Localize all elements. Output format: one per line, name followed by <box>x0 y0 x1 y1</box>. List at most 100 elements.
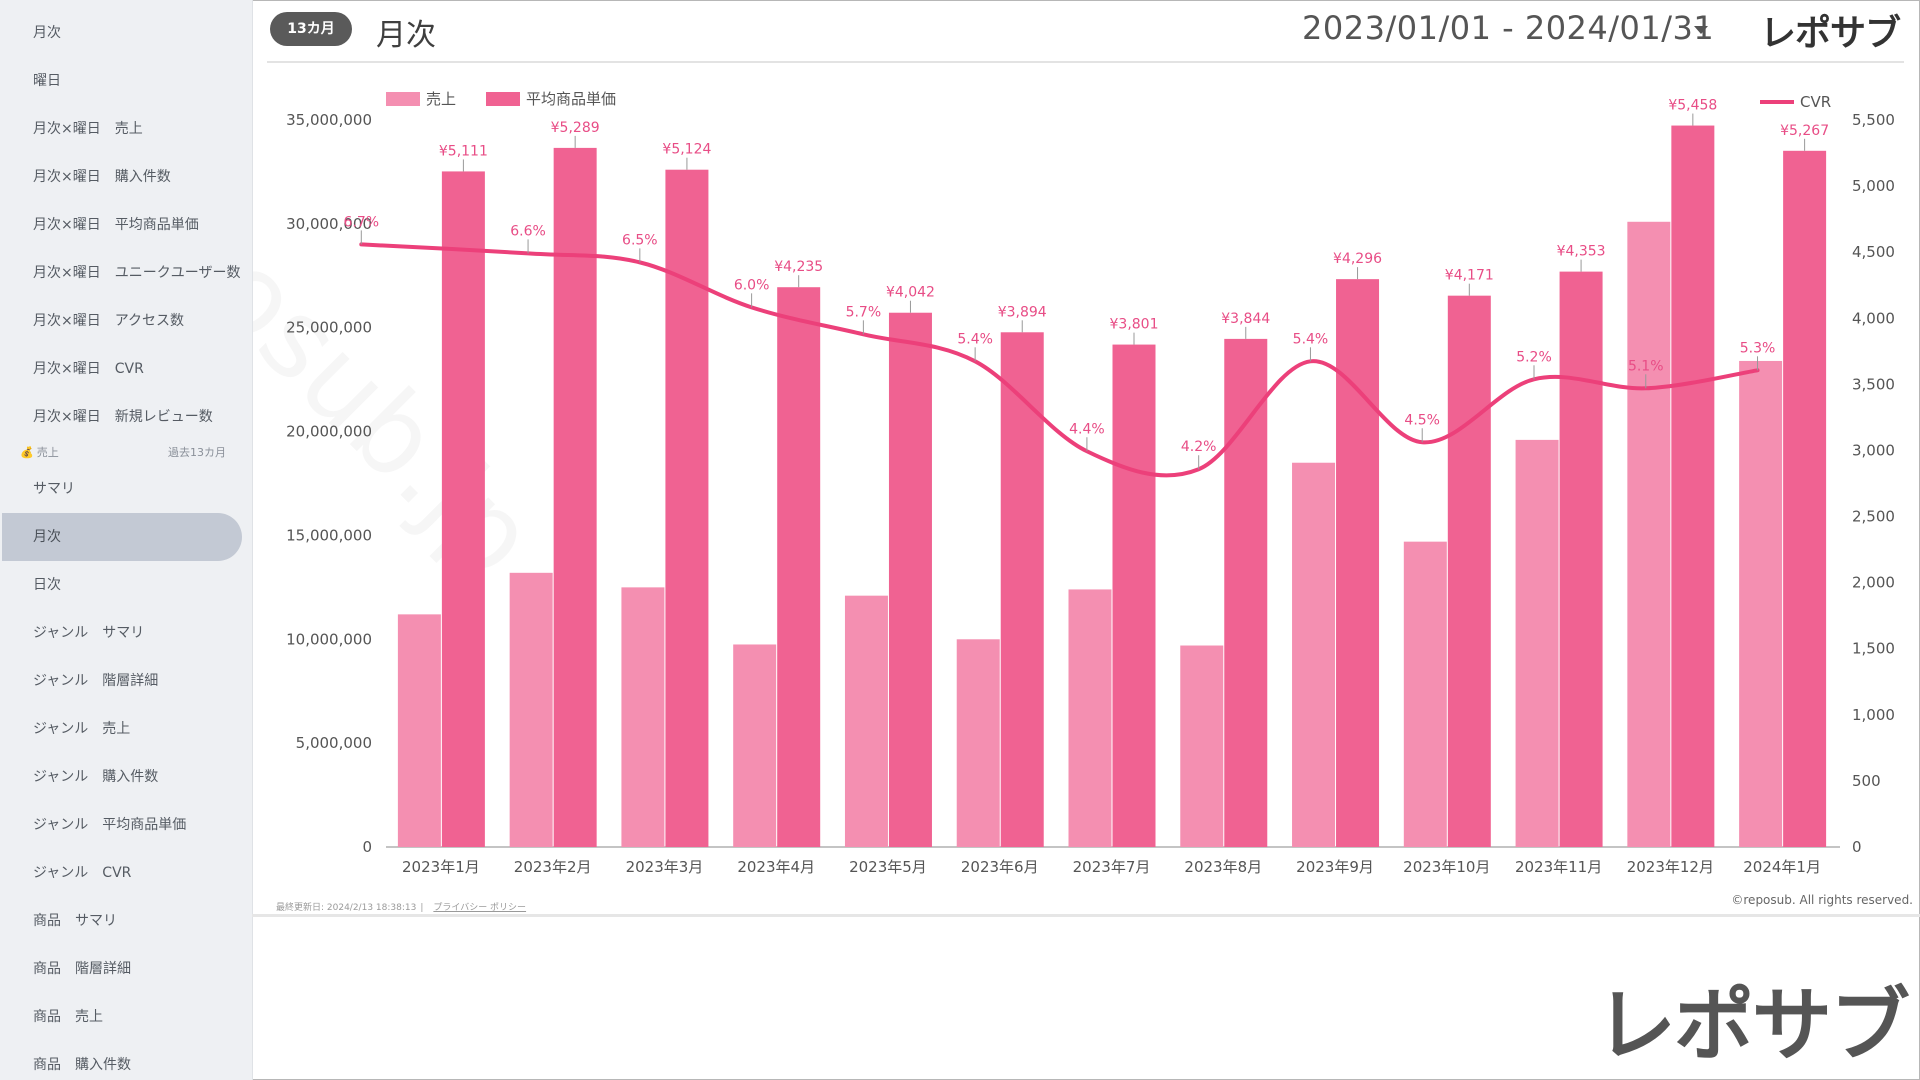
sidebar-item-product-orders[interactable]: 商品 購入件数 <box>33 1057 131 1073</box>
avg-price-bar <box>1224 338 1268 847</box>
last-updated: 最終更新日: 2024/2/13 18:38:13 <box>276 903 417 913</box>
sidebar-item-genre-detail[interactable]: ジャンル 階層詳細 <box>33 673 159 689</box>
sales-bar <box>956 639 1000 847</box>
avg-price-bar <box>1671 125 1715 847</box>
sidebar: 月次 曜日 月次×曜日 売上 月次×曜日 購入件数 月次×曜日 平均商品単価 月… <box>0 0 253 1080</box>
sidebar-item-product-sales[interactable]: 商品 売上 <box>33 1009 103 1025</box>
y-right-tick-label: 2,000 <box>1852 574 1895 592</box>
sidebar-item-product-detail[interactable]: 商品 階層詳細 <box>33 961 131 977</box>
y-left-tick-label: 25,000,000 <box>286 319 372 337</box>
section-label: 売上 <box>36 446 59 459</box>
sidebar-item-monthly-weekday-access[interactable]: 月次×曜日 アクセス数 <box>33 313 185 329</box>
y-right-tick-label: 5,000 <box>1852 177 1895 195</box>
sidebar-item-monthly-active[interactable]: 月次 <box>2 513 242 561</box>
y-left-tick-label: 35,000,000 <box>286 111 372 129</box>
sidebar-item-genre-summary[interactable]: ジャンル サマリ <box>33 625 145 641</box>
cvr-line <box>359 242 1760 478</box>
y-right-tick-label: 2,500 <box>1852 508 1895 526</box>
sidebar-item-monthly-weekday-new-reviews[interactable]: 月次×曜日 新規レビュー数 <box>33 409 213 425</box>
date-range-selector[interactable]: 2023/01/01 - 2024/01/31 <box>1302 9 1715 47</box>
y-right-tick-label: 5,500 <box>1852 111 1895 129</box>
sidebar-item-monthly-weekday-avg-price[interactable]: 月次×曜日 平均商品単価 <box>33 217 199 233</box>
legend-label-sales: 売上 <box>426 90 456 108</box>
panel-divider <box>252 914 1920 917</box>
avg-price-bar <box>665 169 709 847</box>
sales-bar <box>1292 462 1336 847</box>
sidebar-item-monthly[interactable]: 月次 <box>33 25 61 41</box>
y-left-tick-label: 5,000,000 <box>296 734 372 752</box>
sidebar-item-genre-sales[interactable]: ジャンル 売上 <box>33 721 131 737</box>
sidebar-item-genre-cvr[interactable]: ジャンル CVR <box>33 865 132 881</box>
avg-price-bar <box>777 287 821 847</box>
avg-price-data-label: ¥5,458 <box>1668 98 1717 114</box>
sales-bar <box>621 587 665 847</box>
privacy-policy-link[interactable]: プライバシー ポリシー <box>433 903 527 913</box>
cvr-data-label: 5.3% <box>1740 340 1776 356</box>
cvr-data-label: 6.0% <box>734 277 770 293</box>
x-tick-label: 2023年7月 <box>1073 858 1151 876</box>
avg-price-bar <box>1112 344 1156 847</box>
x-tick-label: 2023年2月 <box>514 858 592 876</box>
sidebar-item-weekday[interactable]: 曜日 <box>33 73 61 89</box>
y-right-tick-label: 500 <box>1852 772 1881 790</box>
sidebar-item-product-summary[interactable]: 商品 サマリ <box>33 913 117 929</box>
avg-price-data-label: ¥5,111 <box>439 143 488 159</box>
sales-bar <box>1180 645 1224 847</box>
avg-price-data-label: ¥4,235 <box>774 259 823 275</box>
x-tick-label: 2023年1月 <box>402 858 480 876</box>
cvr-data-label: 5.4% <box>1293 331 1329 347</box>
sales-bar <box>1515 439 1559 847</box>
avg-price-data-label: ¥3,894 <box>998 304 1047 320</box>
avg-price-data-label: ¥4,171 <box>1445 268 1494 284</box>
sidebar-item-monthly-weekday-unique-users[interactable]: 月次×曜日 ユニークユーザー数 <box>33 265 241 281</box>
cvr-data-label: 5.7% <box>846 304 882 320</box>
x-tick-label: 2023年10月 <box>1403 858 1490 876</box>
x-tick-label: 2023年9月 <box>1296 858 1374 876</box>
sales-bar <box>1403 541 1447 847</box>
avg-price-data-label: ¥5,289 <box>551 120 600 136</box>
sidebar-item-genre-avg-price[interactable]: ジャンル 平均商品単価 <box>33 817 187 833</box>
cvr-data-label: 4.5% <box>1404 412 1440 428</box>
footer-info: 最終更新日: 2024/2/13 18:38:13 | プライバシー ポリシー <box>276 900 526 913</box>
sidebar-item-monthly-weekday-cvr[interactable]: 月次×曜日 CVR <box>33 361 144 377</box>
header-divider <box>267 61 1904 63</box>
sales-bar <box>733 644 777 847</box>
y-left-tick-label: 0 <box>362 838 372 856</box>
avg-price-data-label: ¥4,042 <box>886 285 935 301</box>
money-bag-icon: 💰 <box>20 446 34 459</box>
cvr-data-label: 5.1% <box>1628 358 1664 374</box>
sales-bar <box>1068 589 1112 847</box>
avg-price-data-label: ¥3,801 <box>1110 317 1159 333</box>
legend-label-avg-price: 平均商品単価 <box>526 90 616 108</box>
page-title: 月次 <box>376 18 436 53</box>
avg-price-data-label: ¥4,353 <box>1557 244 1606 260</box>
sidebar-item-daily[interactable]: 日次 <box>33 577 61 593</box>
x-tick-label: 2023年6月 <box>961 858 1039 876</box>
avg-price-bar <box>1447 295 1491 847</box>
sidebar-item-monthly-weekday-orders[interactable]: 月次×曜日 購入件数 <box>33 169 171 185</box>
sidebar-section-sales: 💰 売上 過去13カ月 <box>20 444 226 462</box>
y-right-tick-label: 1,500 <box>1852 640 1895 658</box>
avg-price-bar <box>553 147 597 847</box>
cvr-data-label: 4.4% <box>1069 421 1105 437</box>
avg-price-bar <box>888 312 932 847</box>
sales-bar <box>397 614 441 847</box>
header: 13カ月 月次 2023/01/01 - 2024/01/31 レポサブ <box>252 0 1920 62</box>
y-right-tick-label: 1,000 <box>1852 706 1895 724</box>
chevron-down-icon[interactable] <box>1694 26 1708 34</box>
y-right-tick-label: 3,000 <box>1852 441 1895 459</box>
y-right-tick-label: 4,500 <box>1852 243 1895 261</box>
sidebar-item-summary[interactable]: サマリ <box>33 481 75 497</box>
cvr-data-label: 5.2% <box>1516 349 1552 365</box>
monthly-chart: 0 5,000,000 10,000,000 15,000,000 20,000,000… <box>286 90 1895 876</box>
sales-bar <box>1627 221 1671 847</box>
cvr-data-label: 6.6% <box>510 223 546 239</box>
cvr-data-label: 6.7% <box>344 214 380 230</box>
avg-price-data-label: ¥5,124 <box>662 142 711 158</box>
chart-panel: 0 5,000,000 10,000,000 15,000,000 20,000,000… <box>252 64 1920 914</box>
sales-bar <box>509 572 553 847</box>
x-tick-label: 2023年11月 <box>1515 858 1602 876</box>
sidebar-item-genre-orders[interactable]: ジャンル 購入件数 <box>33 769 159 785</box>
sidebar-item-monthly-weekday-sales[interactable]: 月次×曜日 売上 <box>33 121 143 137</box>
avg-price-bar <box>1336 279 1380 847</box>
